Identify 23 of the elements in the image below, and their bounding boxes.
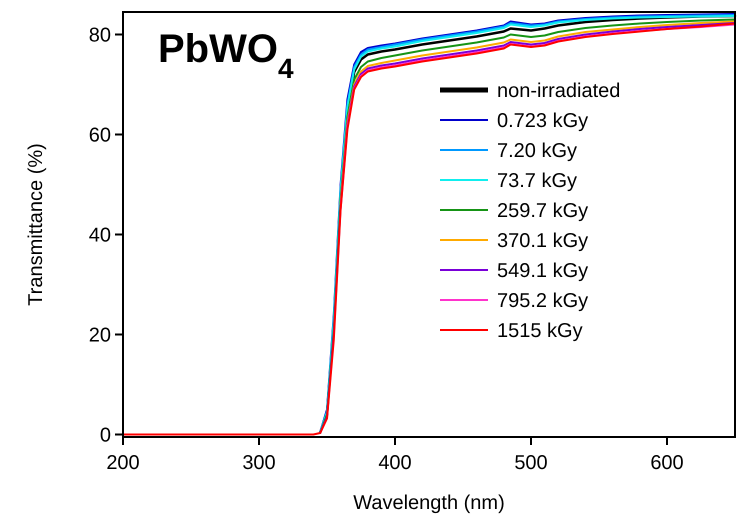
text: PbWO$_{4}$: [158, 27, 294, 84]
legend-label: 1515 kGy: [497, 320, 583, 342]
y-tick-label: 60: [88, 124, 111, 146]
x-tick-label: 400: [378, 452, 412, 474]
x-axis-title: Wavelength (nm): [353, 492, 505, 514]
x-tick-label: 500: [514, 452, 548, 474]
y-tick-label: 0: [100, 424, 111, 446]
x-tick-label: 200: [106, 452, 140, 474]
legend-label: 259.7 kGy: [497, 200, 588, 222]
legend-label: 0.723 kGy: [497, 110, 588, 132]
x-tick-label: 600: [650, 452, 684, 474]
y-axis-title: Transmittance (%): [25, 143, 47, 306]
x-tick-label: 300: [242, 452, 276, 474]
legend-label: 73.7 kGy: [497, 170, 578, 192]
y-tick-label: 80: [88, 24, 111, 46]
legend-label: 795.2 kGy: [497, 290, 588, 312]
legend-label: non-irradiated: [497, 80, 620, 102]
line-series: [122, 22, 736, 436]
legend-label: 549.1 kGy: [497, 260, 588, 282]
legend-label: 370.1 kGy: [497, 230, 588, 252]
legend-label: 7.20 kGy: [497, 140, 578, 162]
y-tick-label: 20: [88, 324, 111, 346]
y-tick-label: 40: [88, 224, 111, 246]
